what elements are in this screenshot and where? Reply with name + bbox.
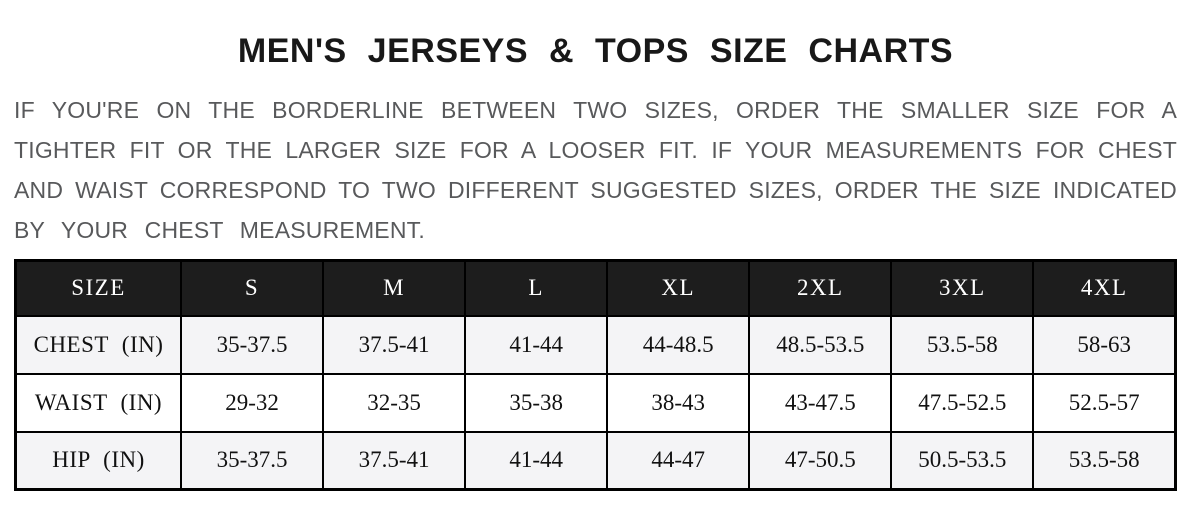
waist-4xl-cell: 52.5-57 [1032,372,1177,433]
size-table-body: CHEST (IN) 35-37.5 37.5-41 41-44 44-48.5… [14,314,1177,491]
intro-line-2: TIGHTER FIT OR THE LARGER SIZE FOR A LOO… [14,137,1177,163]
hip-3xl-cell: 50.5-53.5 [890,430,1035,491]
hip-m-cell: 37.5-41 [322,430,467,491]
chest-s-cell: 35-37.5 [179,314,325,375]
chest-3xl-cell: 53.5-58 [890,314,1035,375]
table-row-waist: WAIST (IN) 29-32 32-35 35-38 38-43 43-47… [14,372,1177,433]
waist-3xl-cell: 47.5-52.5 [890,372,1035,433]
hip-4xl-cell: 53.5-58 [1032,430,1177,491]
chest-m-cell: 37.5-41 [322,314,467,375]
header-cell-s: S [179,259,325,317]
waist-2xl-cell: 43-47.5 [748,372,893,433]
header-cell-size: SIZE [14,259,182,317]
intro-line-4: BY YOUR CHEST MEASUREMENT. [14,217,425,243]
intro-line-3: AND WAIST CORRESPOND TO TWO DIFFERENT SU… [14,177,1177,203]
chest-l-cell: 41-44 [464,314,609,375]
hip-2xl-cell: 47-50.5 [748,430,893,491]
waist-l-cell: 35-38 [464,372,609,433]
waist-s-cell: 29-32 [179,372,325,433]
intro-paragraph: IF YOU'RE ON THE BORDERLINE BETWEEN TWO … [14,90,1177,250]
table-row-hip: HIP (IN) 35-37.5 37.5-41 41-44 44-47 47-… [14,430,1177,491]
size-table-head: SIZE S M L XL 2XL 3XL 4XL [14,259,1177,317]
waist-m-cell: 32-35 [322,372,467,433]
hip-l-cell: 41-44 [464,430,609,491]
intro-line-1: IF YOU'RE ON THE BORDERLINE BETWEEN TWO … [14,97,1177,123]
header-cell-3xl: 3XL [890,259,1035,317]
row-label-waist: WAIST (IN) [14,372,182,433]
header-cell-4xl: 4XL [1032,259,1177,317]
hip-xl-cell: 44-47 [606,430,751,491]
header-cell-l: L [464,259,609,317]
waist-xl-cell: 38-43 [606,372,751,433]
row-label-hip: HIP (IN) [14,430,182,491]
hip-s-cell: 35-37.5 [179,430,325,491]
chest-4xl-cell: 58-63 [1032,314,1177,375]
size-table-header-row: SIZE S M L XL 2XL 3XL 4XL [14,259,1177,317]
header-cell-2xl: 2XL [748,259,893,317]
page-title: MEN'S JERSEYS & TOPS SIZE CHARTS [237,32,954,70]
header-cell-xl: XL [606,259,751,317]
table-row-chest: CHEST (IN) 35-37.5 37.5-41 41-44 44-48.5… [14,314,1177,375]
row-label-chest: CHEST (IN) [14,314,182,375]
header-cell-m: M [322,259,467,317]
chest-xl-cell: 44-48.5 [606,314,751,375]
chest-2xl-cell: 48.5-53.5 [748,314,893,375]
size-table: SIZE S M L XL 2XL 3XL 4XL CHEST (IN) 35-… [14,259,1177,491]
